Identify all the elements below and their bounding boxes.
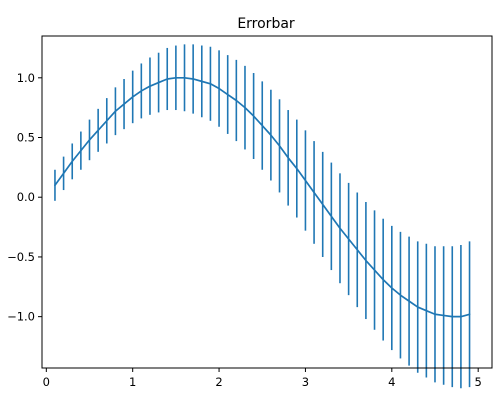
y-tick-label-1: 1.0: [17, 71, 35, 85]
x-tick-label-3: 3: [302, 375, 309, 389]
x-tick-label-2: 2: [215, 375, 222, 389]
chart-title: Errorbar: [237, 16, 295, 32]
y-tick-label--0.5: −0.5: [7, 250, 35, 264]
series-line-group: [54, 76, 471, 318]
x-tick-label-0: 0: [43, 375, 50, 389]
y-tick-label-0: 0.0: [17, 190, 35, 204]
series-line-1: [54, 76, 471, 318]
axes-group: 0 1 2 3 4 5 −1.0 −0.5 0.0 0.5 1.0: [7, 35, 493, 389]
plot-frame: [41, 35, 493, 369]
x-tick-label-4: 4: [388, 375, 395, 389]
x-tick-label-5: 5: [475, 375, 482, 389]
x-tick-label-1: 1: [129, 375, 136, 389]
y-tick-label-0.5: 0.5: [17, 131, 35, 145]
y-tick-label--1: −1.0: [7, 310, 35, 324]
